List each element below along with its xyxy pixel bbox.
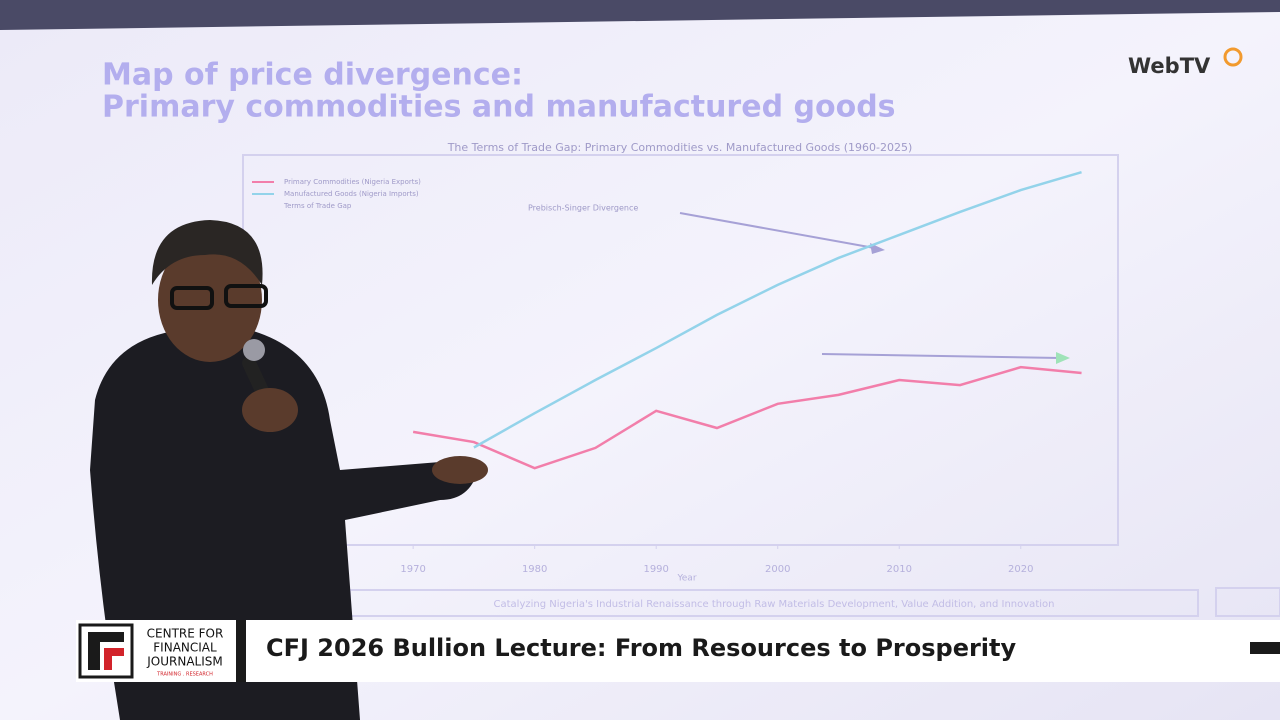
logo-text: CENTRE FOR (147, 627, 224, 641)
legend-label: Manufactured Goods (Nigeria Imports) (284, 190, 419, 198)
slide-footer: Catalyzing Nigeria's Industrial Renaissa… (494, 599, 1055, 610)
logo-text: FINANCIAL (153, 641, 217, 655)
x-tick-label: 2000 (765, 564, 790, 575)
arrowhead (1056, 352, 1070, 364)
pointing-hand (432, 456, 488, 484)
divider (236, 620, 246, 682)
microphone-head (243, 339, 265, 361)
glasses (170, 286, 214, 310)
accent (1250, 642, 1280, 654)
headline: CFJ 2026 Bullion Lecture: From Resources… (266, 634, 1017, 662)
hand (242, 388, 298, 432)
arrow (821, 353, 1061, 359)
x-tick-label: 1970 (400, 564, 425, 575)
x-tick-label: 1980 (522, 564, 547, 575)
arrow (679, 212, 881, 250)
logo-glyph (104, 648, 124, 670)
chart-title: The Terms of Trade Gap: Primary Commodit… (447, 141, 913, 154)
watermark: WebTV (1128, 54, 1211, 78)
x-tick-label: 1990 (643, 564, 668, 575)
plot: 1970 1980 1990 2000 2010 2020 Primary Commodit… (252, 170, 1082, 575)
logo-glyph (88, 632, 124, 670)
slide-title: Map of price divergence: (102, 58, 523, 93)
legend-label: Primary Commodities (Nigeria Exports) (284, 178, 421, 186)
lower-third (76, 620, 1280, 682)
x-tick-label: 2020 (1008, 564, 1033, 575)
logo-tagline: TRAINING . RESEARCH (156, 672, 213, 678)
series-line (473, 170, 1082, 449)
annotation: Prebisch-Singer Divergence (528, 204, 638, 213)
glasses (224, 284, 268, 308)
x-axis-label: Year (676, 574, 696, 584)
legend-label: Terms of Trade Gap (283, 202, 352, 210)
watermark-icon (1223, 47, 1243, 67)
hair (151, 220, 263, 285)
slide-title: Primary commodities and manufactured goo… (102, 90, 896, 125)
logo-text: JOURNALISM (146, 655, 223, 669)
footer-box (1215, 587, 1280, 617)
x-tick-label: 2010 (887, 564, 912, 575)
series-line (412, 365, 1082, 470)
